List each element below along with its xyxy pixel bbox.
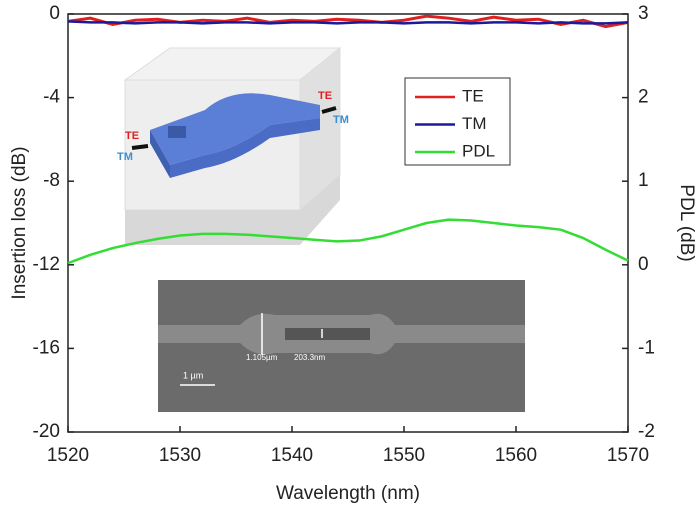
series-line xyxy=(67,14,629,29)
x-tick-label: 1560 xyxy=(495,445,537,466)
x-tick-label: 1530 xyxy=(159,445,201,466)
x-tick-label: 1520 xyxy=(47,445,89,466)
y2-tick-label: -2 xyxy=(638,421,655,442)
y2-tick-label: -1 xyxy=(638,337,655,358)
y2-tick-label: 3 xyxy=(638,3,649,24)
annotation: 1 µm xyxy=(183,370,203,380)
legend-label: PDL xyxy=(462,141,495,160)
x-tick-label: 1570 xyxy=(607,445,649,466)
legend xyxy=(404,77,511,166)
y-tick-label: 0 xyxy=(49,3,60,24)
series-line xyxy=(67,218,629,265)
y-tick-label: -8 xyxy=(43,170,60,191)
legend-label: TE xyxy=(462,86,484,105)
annotation: 203.3nm xyxy=(294,353,325,362)
y-tick-label: -16 xyxy=(33,337,60,358)
y-axis-label: Insertion loss (dB) xyxy=(9,146,30,299)
annotation: TM xyxy=(117,151,133,163)
y2-tick-label: 0 xyxy=(638,254,649,275)
legend-label: TM xyxy=(462,114,487,133)
sem-image xyxy=(158,280,525,412)
annotation: TE xyxy=(318,90,332,102)
annotation: TE xyxy=(125,130,139,142)
y2-tick-label: 1 xyxy=(638,170,649,191)
y2-axis-label: PDL (dB) xyxy=(676,184,697,261)
y-tick-label: -20 xyxy=(33,421,60,442)
device-illustration xyxy=(123,46,342,245)
series-line xyxy=(67,20,629,25)
y-tick-label: -12 xyxy=(33,254,60,275)
y-tick-label: -4 xyxy=(43,87,60,108)
plot-frame xyxy=(67,13,629,433)
x-tick-label: 1540 xyxy=(271,445,313,466)
y2-tick-label: 2 xyxy=(638,87,649,108)
annotation: 1.105µm xyxy=(246,353,278,362)
x-axis-label: Wavelength (nm) xyxy=(276,483,420,504)
x-tick-label: 1550 xyxy=(383,445,425,466)
annotation: TM xyxy=(333,114,349,126)
